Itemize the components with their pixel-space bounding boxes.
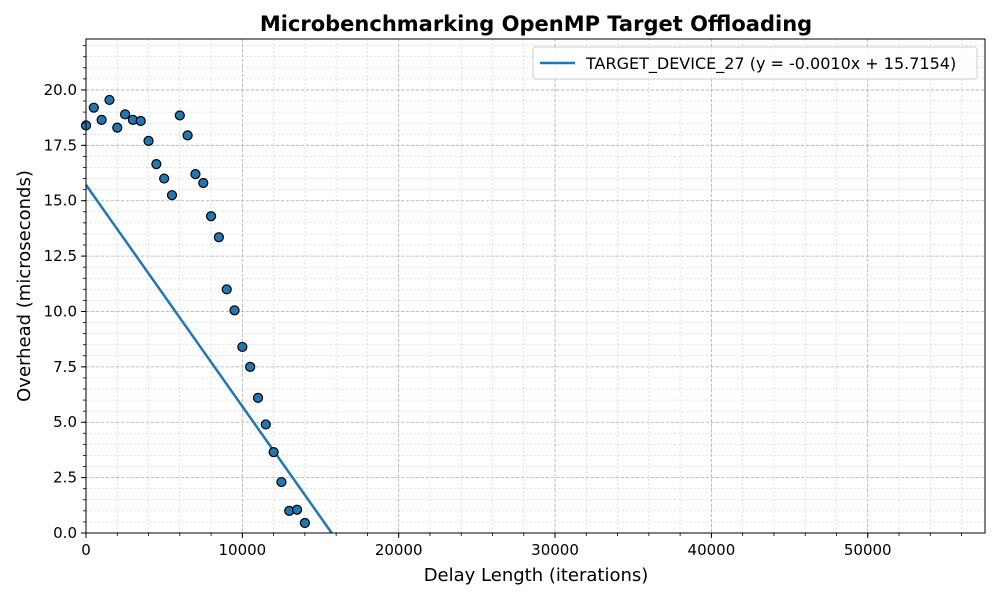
x-axis-ticks: 0 10000 20000 30000 40000 50000 [81, 533, 962, 559]
data-point [182, 130, 193, 141]
fit-line-layer [84, 184, 333, 534]
data-point [143, 135, 154, 147]
data-point [96, 114, 107, 125]
data-point [260, 419, 271, 430]
data-point [237, 341, 248, 353]
data-point [166, 190, 178, 201]
fit-line [84, 184, 333, 534]
data-point [112, 122, 123, 133]
data-point [205, 211, 217, 222]
x-tick-label: 40000 [688, 541, 736, 559]
data-points-layer [80, 94, 310, 529]
data-point [135, 115, 146, 127]
data-point [276, 476, 287, 488]
y-tick-label: 17.5 [44, 136, 77, 154]
x-tick-label: 50000 [844, 541, 892, 559]
plot-frame [85, 38, 986, 534]
y-tick-label: 7.5 [53, 358, 77, 376]
x-axis-label: Delay Length (iterations) [424, 565, 649, 586]
data-point [245, 361, 256, 372]
minor-gridlines [85, 39, 985, 534]
y-tick-label: 0.0 [53, 524, 77, 542]
legend: TARGET_DEVICE_27 (y = -0.0010x + 15.7154… [532, 46, 978, 80]
y-tick-label: 15.0 [44, 192, 77, 210]
x-tick-label: 10000 [218, 541, 266, 559]
major-gridlines [85, 39, 985, 534]
y-tick-label: 12.5 [44, 247, 77, 265]
data-point [151, 159, 162, 170]
data-point [119, 109, 131, 120]
data-point [159, 173, 170, 184]
data-point [88, 102, 99, 113]
x-tick-label: 20000 [375, 541, 423, 559]
y-axis-label: Overhead (microseconds) [14, 170, 35, 402]
legend-entry-label: TARGET_DEVICE_27 (y = -0.0010x + 15.7154… [585, 54, 956, 74]
chart-title: Microbenchmarking OpenMP Target Offloadi… [260, 12, 812, 36]
data-point [198, 177, 209, 189]
x-tick-label: 30000 [531, 541, 579, 559]
legend-box [532, 46, 978, 80]
data-point [268, 447, 279, 458]
y-tick-label: 10.0 [44, 302, 77, 320]
data-point [190, 169, 201, 180]
data-point [252, 392, 264, 403]
y-tick-label: 20.0 [44, 81, 77, 99]
data-point [174, 110, 185, 121]
data-point [104, 94, 115, 106]
y-axis-ticks: 0.0 2.5 5.0 7.5 10.0 12.5 15.0 17.5 20.0 [44, 45, 86, 542]
y-tick-label: 2.5 [53, 469, 77, 487]
data-point [299, 517, 310, 529]
data-point [213, 232, 224, 243]
data-point [221, 284, 232, 295]
x-tick-label: 0 [81, 541, 91, 559]
data-point [229, 305, 240, 316]
data-point [291, 504, 303, 515]
y-tick-label: 5.0 [53, 413, 77, 431]
